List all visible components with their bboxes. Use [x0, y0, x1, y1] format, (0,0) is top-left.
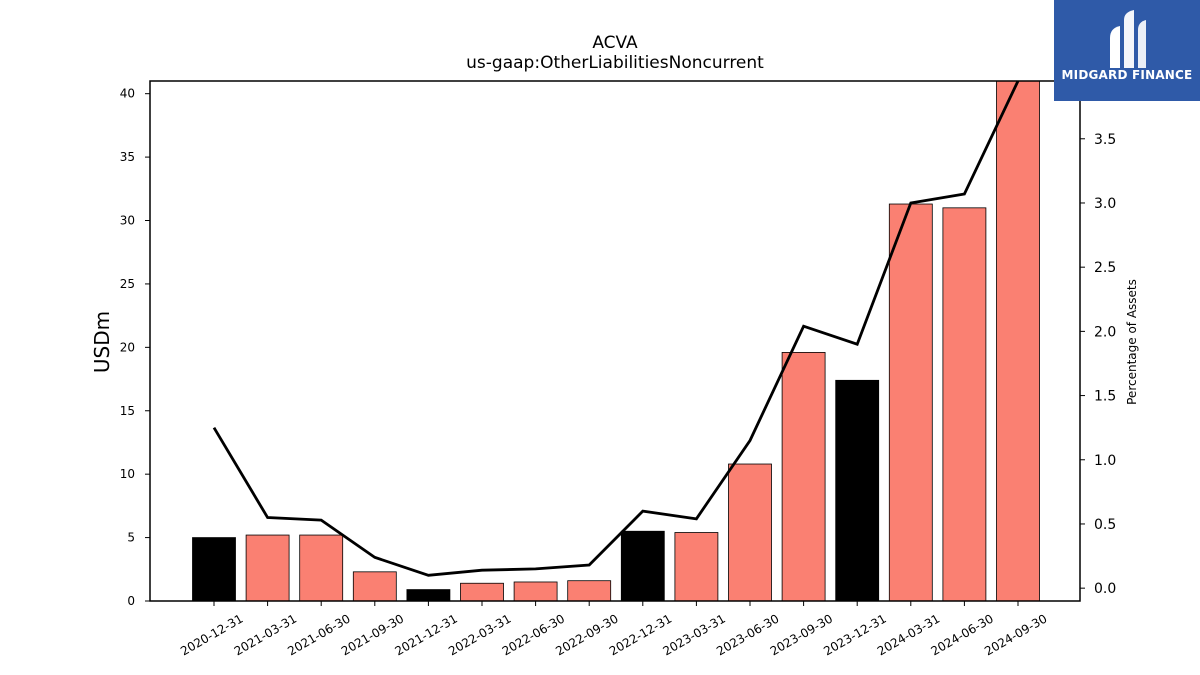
x-axis: 2020-12-312021-03-312021-06-302021-09-30…: [178, 601, 1050, 658]
bar-2023-03-31: [674, 532, 719, 602]
percentage-line: [212, 80, 1020, 577]
bar-series: [192, 80, 1040, 602]
y-axis-left: 0 5 10 15 20 25 30 35 40: [120, 87, 150, 608]
bar-2021-03-31: [245, 534, 290, 602]
y2-tick-label: 2.0: [1094, 324, 1116, 340]
brand-logo: MIDGARD FINANCE: [1054, 0, 1200, 101]
bar-2022-12-31: [620, 530, 665, 602]
y-axis-label: USDm: [90, 311, 114, 373]
y2-tick-label: 1.5: [1094, 389, 1116, 405]
plot-frame: [149, 80, 1081, 602]
bar-2023-09-30: [781, 352, 826, 602]
bar-2022-06-30: [513, 581, 558, 602]
y2-tick-label: 0.5: [1094, 517, 1116, 533]
y-tick-label: 20: [120, 340, 135, 354]
y-tick-label: 0: [127, 594, 135, 608]
chart-subtitle: us-gaap:OtherLiabilitiesNoncurrent: [466, 53, 764, 73]
line-series: [212, 80, 1020, 577]
y2-tick-label: 3.5: [1094, 132, 1116, 148]
y2-tick-label: 0.0: [1094, 581, 1116, 597]
bar-2024-09-30: [996, 80, 1040, 602]
y-tick-label: 40: [120, 87, 135, 101]
y-tick-label: 15: [120, 404, 135, 418]
brand-name: MIDGARD FINANCE: [1061, 68, 1193, 82]
bar-2020-12-31: [192, 537, 236, 602]
chart-title: ACVA: [592, 33, 638, 53]
bar-2022-03-31: [460, 582, 504, 602]
bar-2022-09-30: [567, 580, 612, 602]
y2-axis-label: Percentage of Assets: [1125, 279, 1139, 405]
y-tick-label: 25: [120, 277, 135, 291]
y-axis-right: 0.0 0.5 1.0 1.5 2.0 2.5 3.0 3.5: [1080, 132, 1116, 597]
bar-2021-12-31: [406, 589, 451, 602]
y-tick-label: 30: [120, 214, 135, 228]
y-tick-label: 10: [120, 467, 135, 481]
bar-2021-09-30: [352, 571, 397, 602]
bar-2024-06-30: [942, 207, 987, 602]
bar-2024-03-31: [888, 203, 933, 602]
y2-tick-label: 3.0: [1094, 196, 1116, 212]
bar-2021-06-30: [299, 534, 344, 602]
y-tick-label: 35: [120, 150, 135, 164]
y2-tick-label: 2.5: [1094, 260, 1116, 276]
y-tick-label: 5: [127, 531, 135, 545]
y2-tick-label: 1.0: [1094, 453, 1116, 469]
midgard-logo-icon: [1110, 10, 1146, 68]
bar-2023-12-31: [835, 379, 880, 602]
bar-2023-06-30: [728, 463, 772, 602]
